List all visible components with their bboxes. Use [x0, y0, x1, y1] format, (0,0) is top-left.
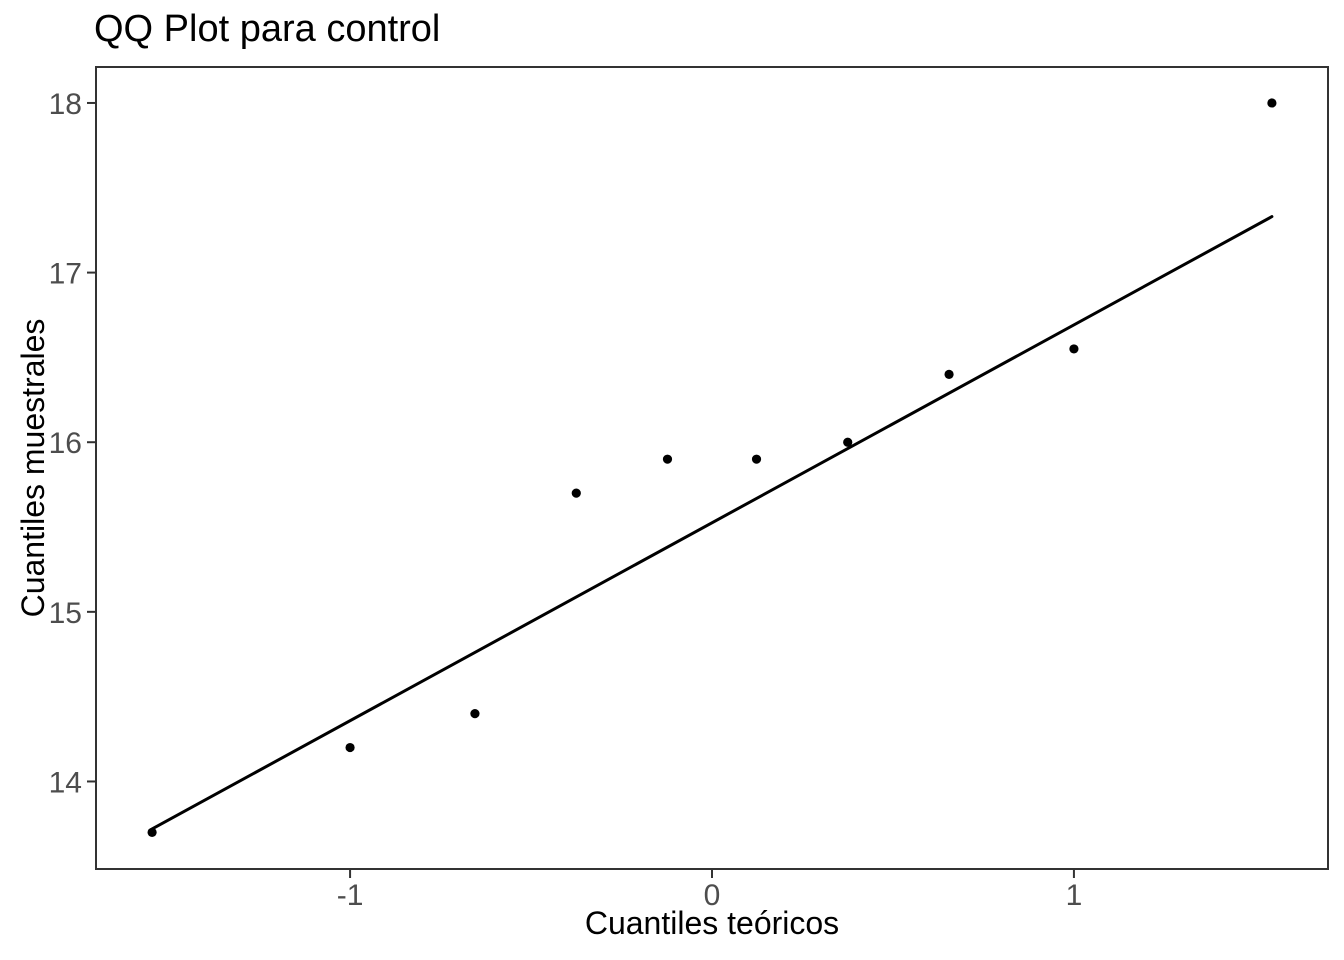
y-tick-label: 15: [49, 597, 82, 630]
qq-point: [571, 488, 581, 498]
qq-point: [751, 454, 762, 464]
panel-border: [95, 66, 1329, 870]
x-tick-label: 1: [1066, 879, 1083, 912]
y-tick-label: 18: [49, 88, 82, 121]
y-tick-label: 16: [49, 427, 82, 460]
qq-point: [944, 369, 954, 379]
qq-point: [1267, 98, 1277, 108]
y-tick-label: 17: [49, 258, 82, 291]
qq-point: [345, 742, 355, 753]
plot-title: QQ Plot para control: [94, 8, 440, 50]
y-tick-label: 14: [49, 766, 82, 799]
qq-point: [147, 827, 157, 837]
qq-reference-line: [150, 215, 1274, 831]
x-tick-label: -1: [337, 879, 364, 912]
qq-point: [470, 709, 480, 719]
y-axis-title: Cuantiles muestrales: [15, 319, 51, 618]
qq-point: [1069, 344, 1079, 354]
qq-point: [662, 454, 673, 464]
x-axis-title: Cuantiles teóricos: [585, 905, 839, 941]
x-tick-label: 0: [704, 879, 721, 912]
qq-point: [843, 437, 853, 447]
